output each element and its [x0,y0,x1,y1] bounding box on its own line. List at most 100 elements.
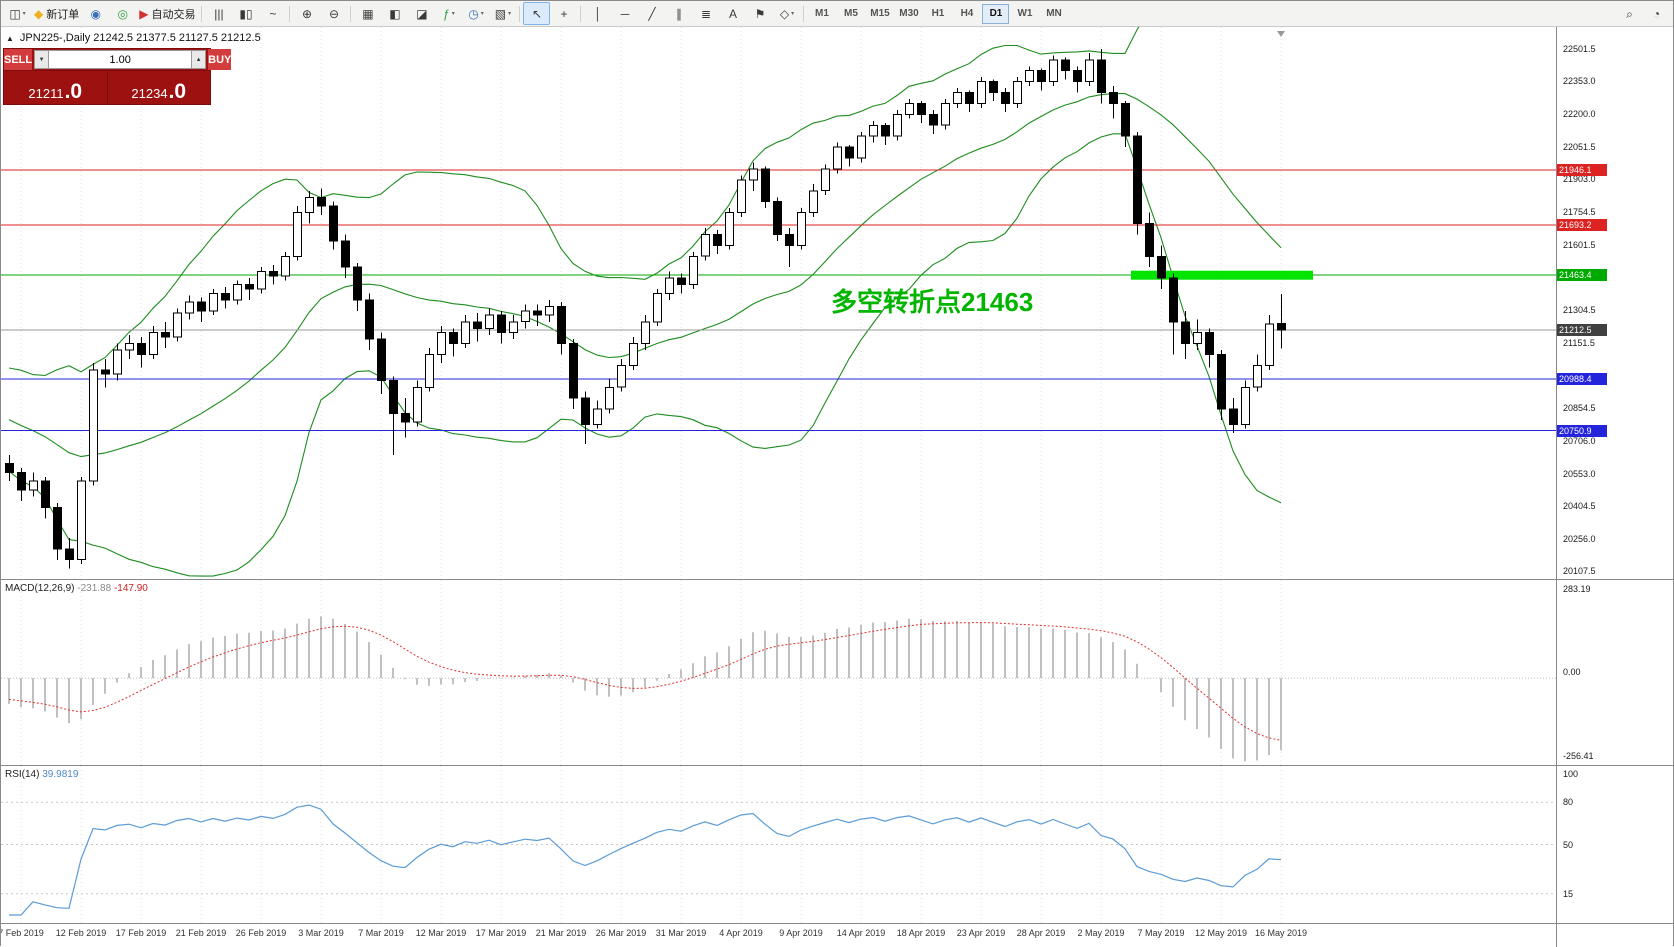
main-toolbar: ◫ ▾ ◆ 新订单 ◉ ◎ ▶ 自动交易 ||| ▮▯ ~ ⊕ ⊖ ▦ ◧ ◪ ƒ ▾ ◷ ▾ ▧ ▾ ↖ + │ ─ ╱ ∥ ≣ A ⚑ ◇… [1,1,1673,27]
line-mode-icon: ~ [269,6,277,21]
bar-chart-mode-button[interactable]: ||| [205,2,232,25]
buy-price[interactable]: 21234.0 [108,71,211,104]
support-icon: ◎ [117,6,128,21]
arrange-windows-icon: ◧ [389,6,401,21]
date-axis-label: 3 Mar 2019 [298,928,344,938]
toolbar-separator [201,5,203,22]
price-axis-tick: 20854.5 [1563,403,1596,414]
support-button[interactable]: ◎ [109,2,136,25]
rsi-canvas[interactable] [1,766,1559,923]
line-mode-button[interactable]: ~ [259,2,286,25]
mql-community-button[interactable]: ◉ [82,2,109,25]
periods-icon: ◷ [468,6,479,21]
search-button[interactable]: ⌕ [1616,2,1643,25]
timeframe-d1-button[interactable]: D1 [982,3,1010,24]
toolbar-separator [289,5,291,22]
equidistant-channel-button[interactable]: ∥ [665,2,692,25]
level-price-label: 20750.9 [1557,424,1607,437]
new-order-icon: ◆ [34,6,44,21]
volume-input[interactable] [49,50,192,69]
buy-price-frac: .0 [168,80,187,104]
sell-price-main: 21211 [28,86,64,101]
macd-axis-tick: 0.00 [1563,667,1581,678]
timeframe-m5-button[interactable]: M5 [844,8,858,19]
shapes-button[interactable]: ◇ ▾ [773,2,800,25]
price-axis-tick: 22353.0 [1563,75,1596,86]
timeframe-h1-button[interactable]: H1 [931,8,945,19]
zoom-out-button[interactable]: ⊖ [320,2,347,25]
date-axis-label: 28 Apr 2019 [1016,928,1066,938]
one-click-toggle[interactable]: ▲ [6,33,14,43]
macd-axis[interactable]: 283.19 0.00 -256.41 [1556,580,1673,765]
macd-header: MACD(12,26,9) -231.88 -147.90 [5,583,148,594]
text-button[interactable]: A [719,2,746,25]
macd-axis-tick: -256.41 [1563,751,1594,761]
date-axis-label: 18 Apr 2019 [896,928,946,938]
volume-decrease-button[interactable]: ▼ [34,50,50,69]
volume-control: ▼ ▲ [32,49,208,70]
arrange-windows-button[interactable]: ◧ [381,2,408,25]
cascade-windows-button[interactable]: ◪ [408,2,435,25]
sell-button[interactable]: SELL [4,49,33,70]
timeframe-m30-button[interactable]: M30 [899,8,919,19]
rsi-axis[interactable]: 100 80 50 15 [1556,766,1673,923]
text-label-icon: ⚑ [754,6,766,21]
candle-mode-button[interactable]: ▮▯ [232,2,259,25]
crosshair-button[interactable]: + [550,2,577,25]
indicators-button[interactable]: ƒ ▾ [435,2,462,25]
symbol-ohlc-text: JPN225-,Daily 21242.5 21377.5 21127.5 21… [19,32,261,44]
cascade-windows-icon: ◪ [416,6,428,21]
date-axis-label: 12 May 2019 [1194,928,1248,938]
date-axis[interactable]: 7 Feb 2019 12 Feb 2019 17 Feb 2019 21 Feb 2… [1,923,1673,947]
dropdown-caret-icon: ▾ [791,11,795,17]
tile-windows-button[interactable]: ▦ [354,2,381,25]
date-axis-label: 26 Feb 2019 [235,928,287,938]
rsi-axis-tick: 15 [1563,888,1574,899]
date-axis-label: 12 Feb 2019 [55,928,107,938]
cursor-icon: ↖ [531,6,542,21]
new-order-button[interactable]: ◆ 新订单 [31,2,82,25]
rsi-panel[interactable]: RSI(14) 39.9819 100 80 50 15 [1,765,1673,923]
text-label-button[interactable]: ⚑ [746,2,773,25]
horizontal-line-button[interactable]: ─ [611,2,638,25]
new-chart-button[interactable]: ◫ ▾ [4,2,31,25]
timeframe-w1-button[interactable]: W1 [1017,8,1033,19]
candlestick-canvas[interactable] [1,27,1559,579]
text-icon: A [728,6,737,21]
price-axis-tick: 22501.5 [1563,43,1596,54]
cursor-button[interactable]: ↖ [523,2,551,25]
macd-axis-tick: 283.19 [1563,584,1591,594]
buy-button[interactable]: BUY [208,49,232,70]
autotrading-button[interactable]: ▶ 自动交易 [136,2,198,25]
fibonacci-button[interactable]: ≣ [692,2,719,25]
periods-button[interactable]: ◷ ▾ [462,2,489,25]
macd-canvas[interactable] [1,580,1559,765]
price-axis-tick: 20256.0 [1563,533,1596,544]
rsi-axis-tick: 80 [1563,797,1574,808]
timeframe-h4-button[interactable]: H4 [960,8,974,19]
level-price-label: 21463.4 [1557,269,1607,282]
toolbar-separator [350,5,352,22]
zoom-in-button[interactable]: ⊕ [293,2,320,25]
vertical-line-button[interactable]: │ [584,2,611,25]
date-axis-label: 17 Mar 2019 [475,928,527,938]
trendline-button[interactable]: ╱ [638,2,665,25]
macd-panel[interactable]: MACD(12,26,9) -231.88 -147.90 283.19 0.00… [1,579,1673,765]
quick-help-button[interactable]: ◔ [1643,2,1670,25]
sell-price[interactable]: 21211.0 [4,71,108,104]
timeframe-m15-button[interactable]: M15 [870,8,890,19]
volume-increase-button[interactable]: ▲ [191,50,207,69]
price-axis[interactable]: 22501.5 22353.0 22200.0 22051.5 21903.0 21754… [1556,27,1673,579]
one-click-trading-panel: SELL ▼ ▲ BUY 21211.0 21234.0 [3,48,232,105]
timeframe-m1-button[interactable]: M1 [815,8,829,19]
price-chart-panel[interactable]: ▲ JPN225-,Daily 21242.5 21377.5 21127.5 … [1,27,1673,579]
date-axis-label: 17 Feb 2019 [115,928,167,938]
autotrading-icon: ▶ [139,6,149,21]
price-axis-tick: 21151.5 [1563,338,1595,349]
date-axis-label: 21 Mar 2019 [535,928,587,938]
timeframe-mn-button[interactable]: MN [1046,8,1062,19]
templates-button[interactable]: ▧ ▾ [489,2,516,25]
price-axis-tick: 21903.0 [1563,174,1596,185]
date-axis-label: 9 Apr 2019 [779,928,823,938]
